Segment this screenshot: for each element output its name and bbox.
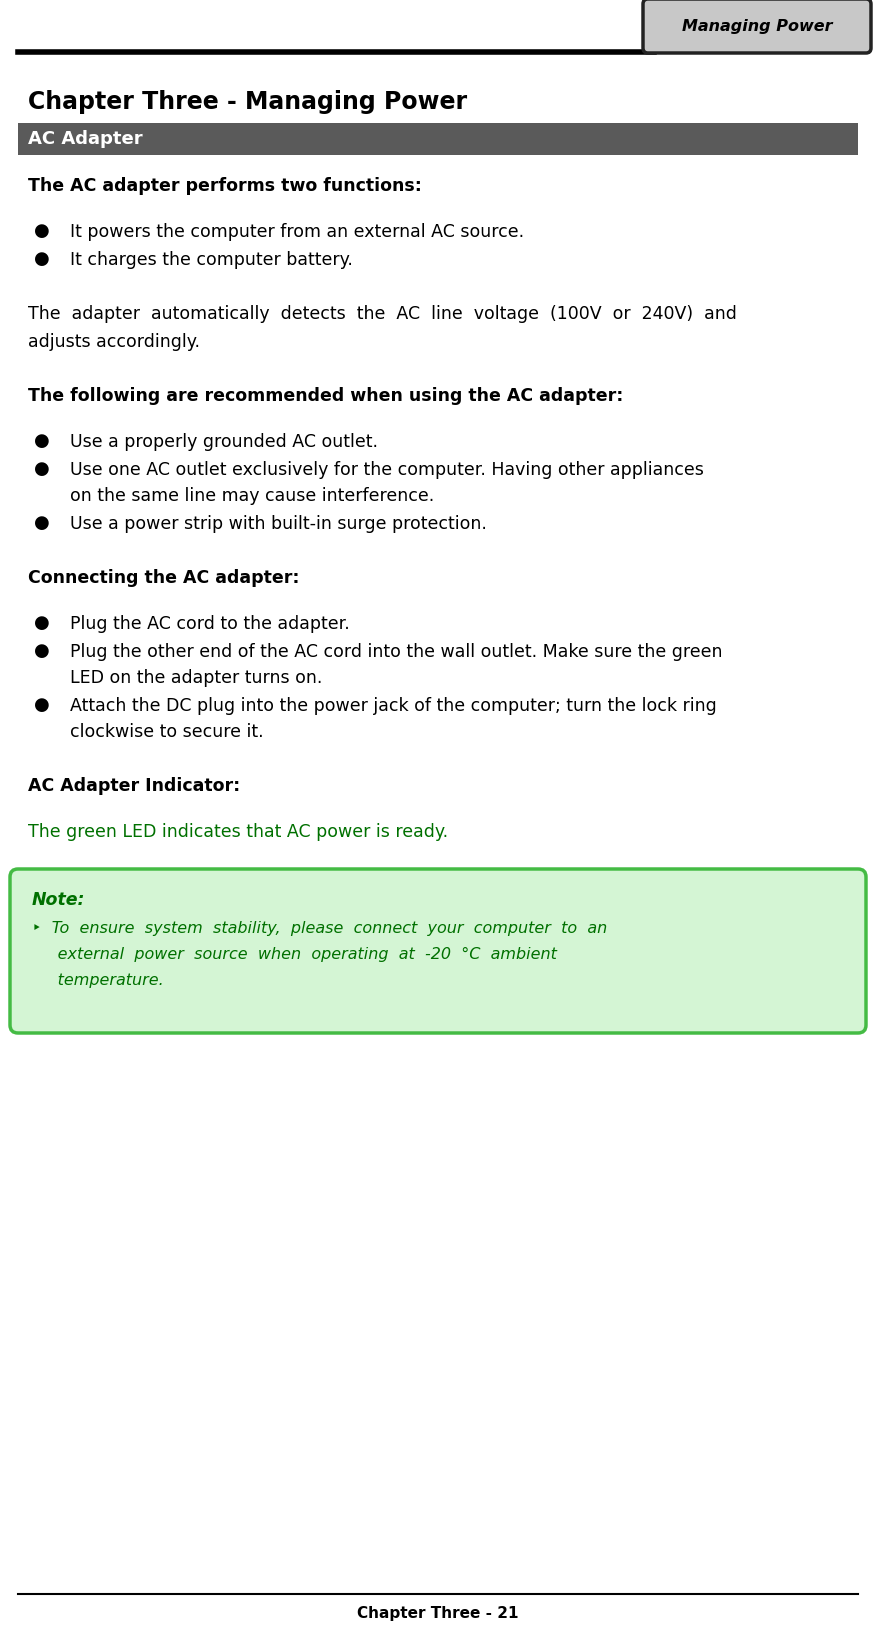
Text: It powers the computer from an external AC source.: It powers the computer from an external … <box>70 223 524 241</box>
Text: Plug the other end of the AC cord into the wall outlet. Make sure the green: Plug the other end of the AC cord into t… <box>70 642 723 662</box>
Text: Managing Power: Managing Power <box>682 18 832 34</box>
Text: adjusts accordingly.: adjusts accordingly. <box>28 333 200 350</box>
Text: Chapter Three - 21: Chapter Three - 21 <box>357 1606 519 1620</box>
Text: Use a power strip with built-in surge protection.: Use a power strip with built-in surge pr… <box>70 515 487 533</box>
Text: ●: ● <box>34 460 50 478</box>
Text: Chapter Three - Managing Power: Chapter Three - Managing Power <box>28 90 467 114</box>
Text: external  power  source  when  operating  at  -20  °C  ambient: external power source when operating at … <box>32 947 557 962</box>
Text: The  adapter  automatically  detects  the  AC  line  voltage  (100V  or  240V)  : The adapter automatically detects the AC… <box>28 305 737 323</box>
FancyBboxPatch shape <box>643 0 871 54</box>
Text: It charges the computer battery.: It charges the computer battery. <box>70 251 353 269</box>
Text: AC Adapter: AC Adapter <box>28 130 143 148</box>
Text: temperature.: temperature. <box>32 973 164 988</box>
Text: The AC adapter performs two functions:: The AC adapter performs two functions: <box>28 178 422 196</box>
Text: ●: ● <box>34 642 50 660</box>
Text: The green LED indicates that AC power is ready.: The green LED indicates that AC power is… <box>28 823 449 841</box>
Text: ●: ● <box>34 513 50 531</box>
Text: Use a properly grounded AC outlet.: Use a properly grounded AC outlet. <box>70 434 378 452</box>
Text: ‣  To  ensure  system  stability,  please  connect  your  computer  to  an: ‣ To ensure system stability, please con… <box>32 921 607 936</box>
Text: Use one AC outlet exclusively for the computer. Having other appliances: Use one AC outlet exclusively for the co… <box>70 461 704 479</box>
Text: Plug the AC cord to the adapter.: Plug the AC cord to the adapter. <box>70 615 350 632</box>
Text: ●: ● <box>34 615 50 632</box>
Text: ●: ● <box>34 696 50 714</box>
Text: AC Adapter Indicator:: AC Adapter Indicator: <box>28 778 240 795</box>
Text: ●: ● <box>34 222 50 240</box>
Text: Attach the DC plug into the power jack of the computer; turn the lock ring: Attach the DC plug into the power jack o… <box>70 698 717 716</box>
Text: LED on the adapter turns on.: LED on the adapter turns on. <box>70 668 322 686</box>
FancyBboxPatch shape <box>10 869 866 1033</box>
Text: ●: ● <box>34 432 50 450</box>
Bar <box>18 122 858 155</box>
Text: Note:: Note: <box>32 892 86 910</box>
Text: ●: ● <box>34 249 50 267</box>
Text: Connecting the AC adapter:: Connecting the AC adapter: <box>28 569 300 587</box>
Text: clockwise to secure it.: clockwise to secure it. <box>70 724 264 742</box>
Text: on the same line may cause interference.: on the same line may cause interference. <box>70 487 434 505</box>
Text: The following are recommended when using the AC adapter:: The following are recommended when using… <box>28 386 624 404</box>
